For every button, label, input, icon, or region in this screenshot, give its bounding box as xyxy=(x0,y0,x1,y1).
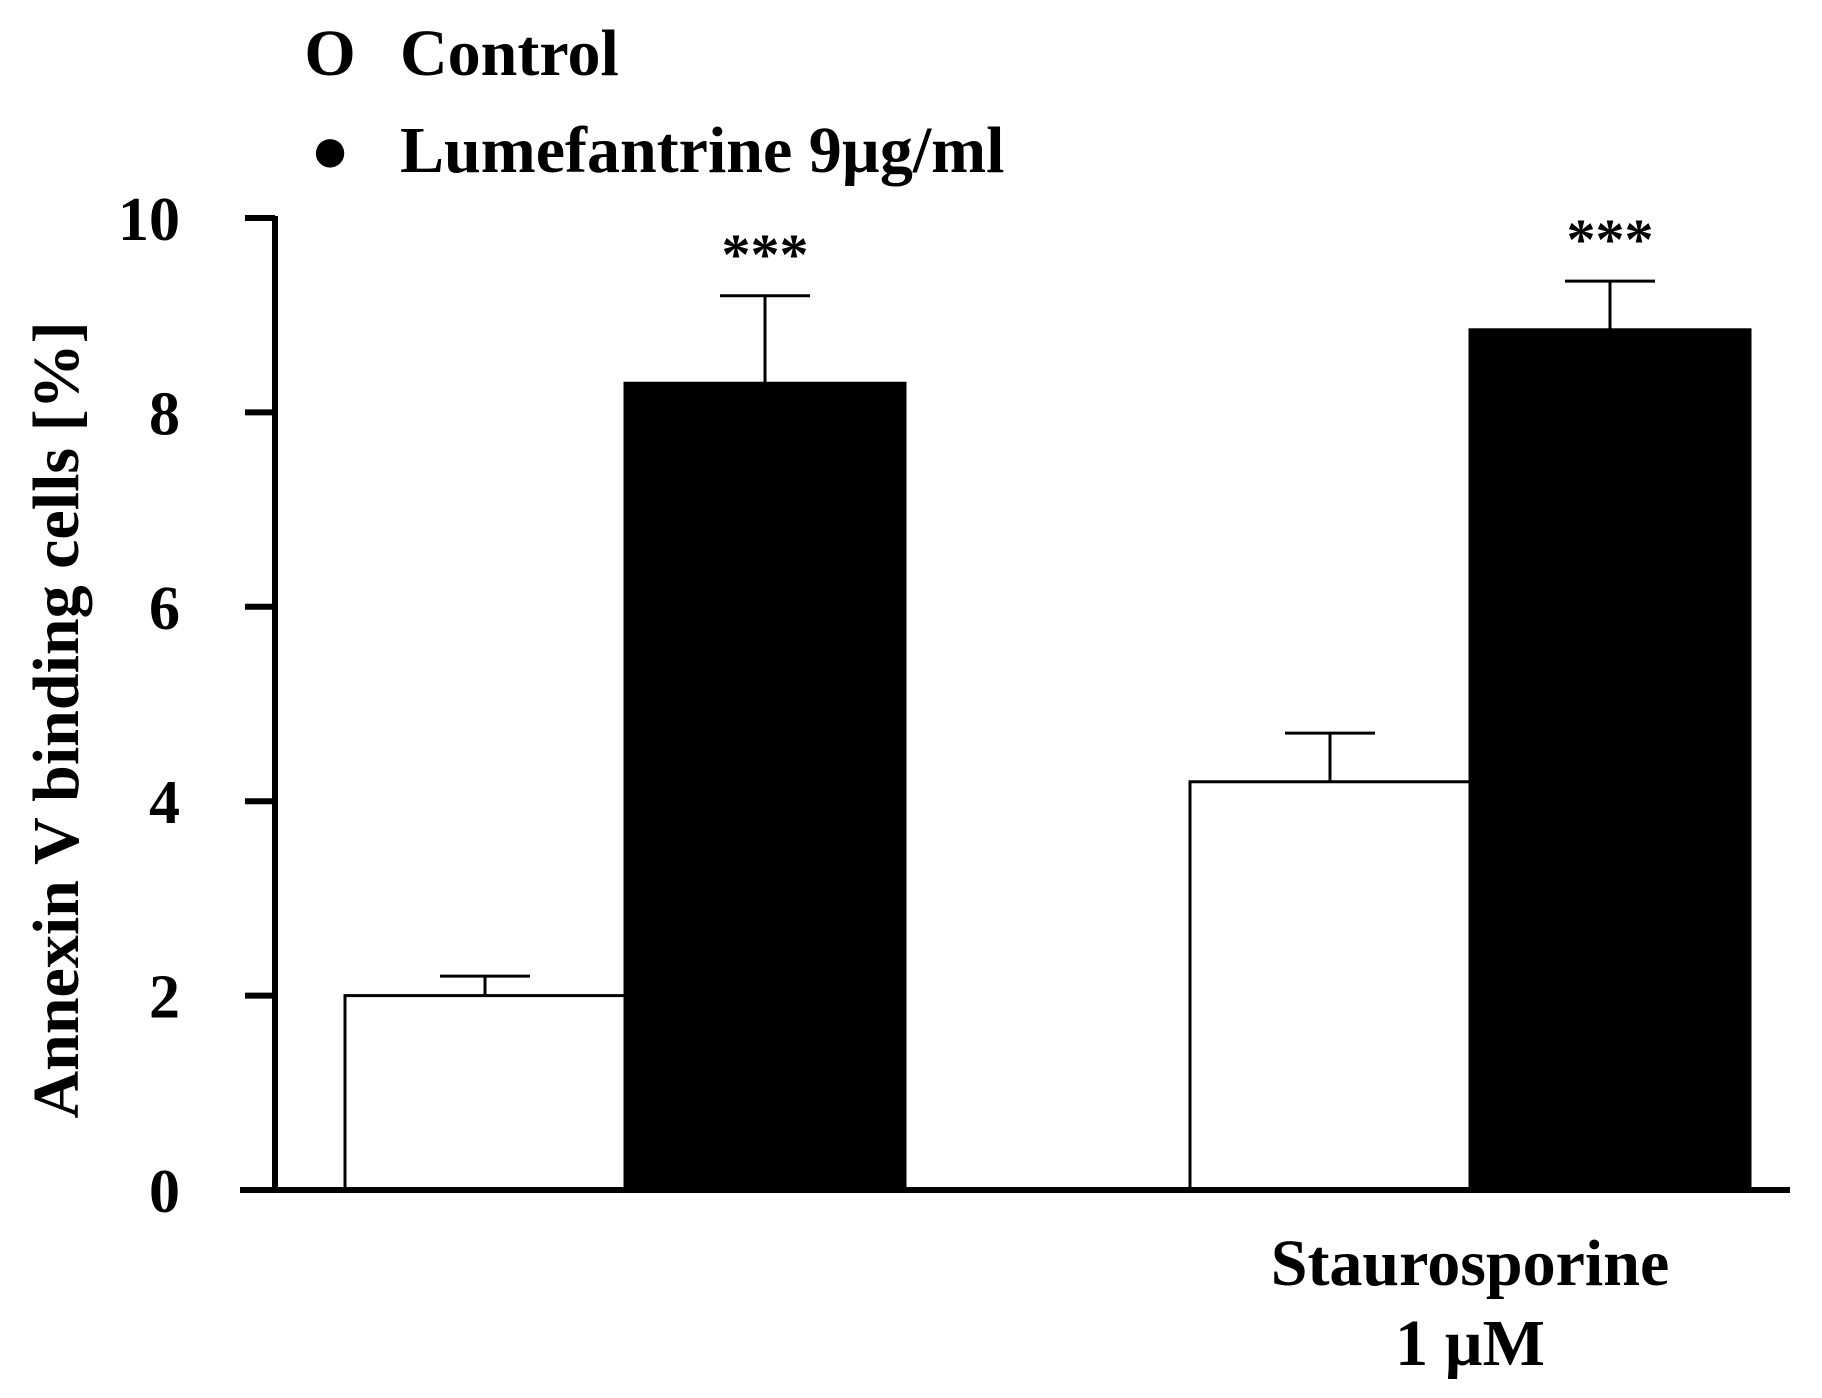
legend-label: Control xyxy=(400,17,619,90)
bar-control xyxy=(343,994,627,1192)
y-tick-label: 10 xyxy=(118,186,180,254)
legend: O Control ● Lumefantrine 9µg/ml xyxy=(304,17,1004,187)
legend-label: Lumefantrine 9µg/ml xyxy=(400,114,1004,187)
bar-lumefantrine xyxy=(1468,328,1752,1192)
y-tick-label: 0 xyxy=(149,1158,180,1226)
y-axis-label: Annexin V binding cells [%] xyxy=(20,321,93,1118)
legend-marker: O xyxy=(304,17,355,90)
y-tick-label: 8 xyxy=(149,380,180,448)
bar-lumefantrine xyxy=(623,381,907,1192)
y-tick-label: 6 xyxy=(149,575,180,643)
x-category-label: 1 µM xyxy=(1395,1307,1545,1380)
significance-label: *** xyxy=(1567,207,1654,272)
y-tick-label: 2 xyxy=(149,964,180,1032)
x-category-label: Staurosporine xyxy=(1271,1227,1670,1300)
significance-label: *** xyxy=(722,222,809,287)
bar-control xyxy=(1188,780,1472,1192)
legend-marker: ● xyxy=(310,114,350,187)
y-tick-label: 4 xyxy=(149,769,180,837)
